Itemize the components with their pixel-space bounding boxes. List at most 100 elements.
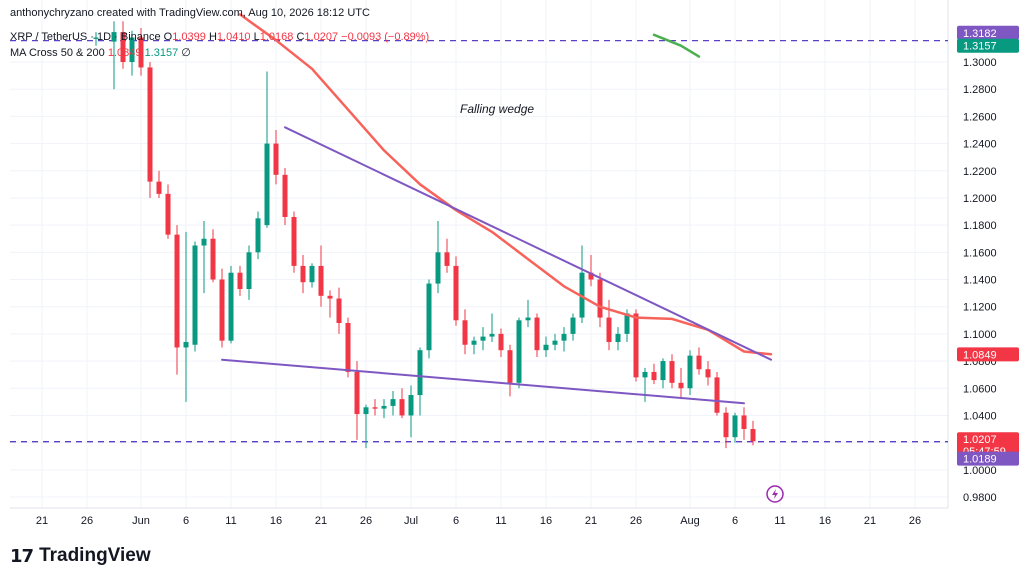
candle-body xyxy=(129,37,135,62)
candle xyxy=(561,327,567,352)
x-tick-label: 26 xyxy=(360,515,372,527)
y-tick-label: 1.2200 xyxy=(963,166,997,178)
candle xyxy=(435,221,441,294)
candle xyxy=(660,358,666,389)
symbol-label[interactable]: XRP / TetherUS · 1D · Binance xyxy=(10,31,161,43)
candle-body xyxy=(705,369,711,378)
y-tick-label: 1.1400 xyxy=(963,275,997,287)
candle-body xyxy=(363,407,369,415)
candle xyxy=(264,71,270,228)
candle-body xyxy=(219,279,225,341)
candle-body xyxy=(543,344,549,351)
candle xyxy=(489,313,495,343)
candle-body xyxy=(633,313,639,378)
ohlc-high-label: H xyxy=(208,31,217,43)
ma-label[interactable]: MA Cross 50 & 200 xyxy=(10,47,105,59)
candle-body xyxy=(687,355,693,389)
candle-body xyxy=(309,265,315,283)
tradingview-logo-icon: 17 xyxy=(10,545,34,567)
candle xyxy=(291,211,297,273)
price-tag-1.0849: 1.0849 xyxy=(957,347,1019,362)
candle xyxy=(372,399,378,416)
candle-body xyxy=(444,252,450,266)
candle-body xyxy=(678,382,684,389)
candle xyxy=(543,336,549,357)
candle xyxy=(300,255,306,294)
y-tick-label: 1.0400 xyxy=(963,410,997,422)
candle xyxy=(462,309,468,355)
x-tick-label: 21 xyxy=(315,515,327,527)
candle-body xyxy=(372,407,378,409)
candle xyxy=(345,317,351,378)
candle xyxy=(255,211,261,260)
candle xyxy=(534,313,540,357)
price-tag-1.3182: 1.3182 xyxy=(957,25,1019,40)
price-tag-value: 1.0849 xyxy=(963,349,997,361)
candle xyxy=(363,404,369,449)
candle-body xyxy=(210,238,216,280)
candle xyxy=(750,420,756,446)
candle xyxy=(327,290,333,318)
candle xyxy=(444,238,450,273)
wedge-upper-line xyxy=(284,126,772,361)
candle xyxy=(687,350,693,396)
candle-body xyxy=(606,317,612,343)
brand[interactable]: 17 TradingView xyxy=(10,545,151,567)
x-tick-label: 6 xyxy=(183,515,189,527)
ohlc-high: 1.0410 xyxy=(216,31,251,43)
lightning-icon[interactable] xyxy=(766,485,784,503)
symbol-row[interactable]: XRP / TetherUS · 1D · Binance O1.0399 H1… xyxy=(10,31,429,43)
time-axis[interactable]: 21 26 Jun 6 11 16 21 26 Jul 6 11 16 21 26 Aug 6 11 16 21 26 xyxy=(36,515,921,527)
candle xyxy=(156,170,162,198)
y-tick-label: 1.1600 xyxy=(963,247,997,259)
ma200-line xyxy=(652,33,701,58)
candle-body xyxy=(147,67,153,182)
y-tick-label: 1.2600 xyxy=(963,111,997,123)
candle-body xyxy=(453,265,459,321)
price-tag-bg xyxy=(957,451,1019,466)
annotation-falling-wedge[interactable]: Falling wedge xyxy=(460,102,534,116)
x-tick-label: 6 xyxy=(453,515,459,527)
ohlc-low-label: L xyxy=(253,31,260,43)
ma-row[interactable]: MA Cross 50 & 200 1.0849 1.3157 ∅ xyxy=(10,46,191,59)
candle-body xyxy=(714,377,720,413)
candle-body xyxy=(390,399,396,406)
author-line: anthonychryzano created with TradingView… xyxy=(10,7,370,19)
candle-body xyxy=(399,399,405,416)
y-tick-label: 1.2000 xyxy=(963,193,997,205)
ohlc-low: 1.0168 xyxy=(259,31,294,43)
candle xyxy=(669,354,675,389)
ma-hidden-icon[interactable]: ∅ xyxy=(181,47,191,59)
candle-body xyxy=(192,245,198,345)
candle xyxy=(309,263,315,288)
candle-body xyxy=(228,272,234,341)
candle-body xyxy=(615,333,621,343)
x-tick-label: 16 xyxy=(540,515,552,527)
price-tag-value: 1.3157 xyxy=(963,41,997,53)
candle xyxy=(129,30,135,76)
candle-body xyxy=(165,193,171,235)
x-tick-label: 11 xyxy=(495,515,506,527)
candle-body xyxy=(435,252,441,284)
indicator-lines xyxy=(221,13,773,405)
x-tick-label: 26 xyxy=(81,515,93,527)
candle-body xyxy=(291,216,297,266)
candle xyxy=(174,225,180,375)
candle xyxy=(111,21,117,90)
candle-body xyxy=(201,238,207,246)
ohlc-open-label: O xyxy=(163,31,173,43)
x-tick-label: 26 xyxy=(909,515,921,527)
candle-body xyxy=(651,371,657,381)
candle-body xyxy=(723,412,729,438)
price-tag-bg xyxy=(957,25,1019,40)
candle-body xyxy=(498,333,504,351)
y-tick-label: 1.1200 xyxy=(963,302,997,314)
candle xyxy=(426,279,432,359)
candle xyxy=(498,328,504,357)
candle xyxy=(273,129,279,185)
horizontal-lines xyxy=(10,40,948,443)
ma-value-2: 1.3157 xyxy=(144,47,179,59)
candle-body xyxy=(552,340,558,345)
candle-body xyxy=(660,361,666,381)
